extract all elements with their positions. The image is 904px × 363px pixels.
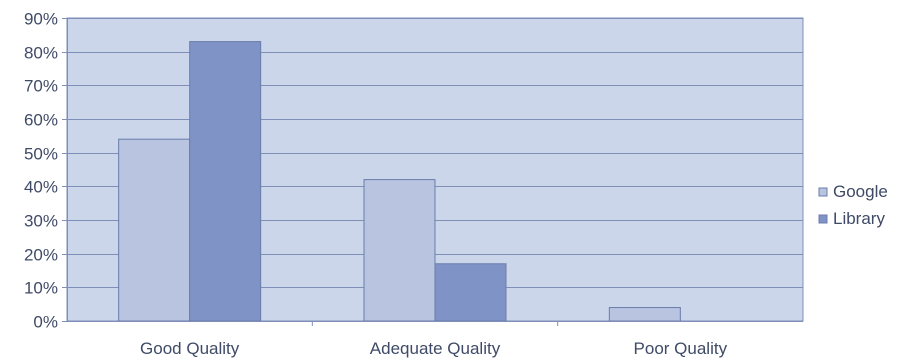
bar-google-1 [363, 179, 436, 322]
legend-label-google: Google [833, 182, 888, 201]
legend: Google Library [815, 178, 904, 234]
y-tick-label: 60% [24, 111, 58, 130]
y-tick-label: 10% [24, 279, 58, 298]
legend-label-library: Library [833, 209, 885, 228]
y-tick-label: 30% [24, 212, 58, 231]
bar-library-1 [434, 263, 507, 322]
y-tick-label: 90% [24, 10, 58, 29]
y-tick-label: 0% [33, 313, 58, 332]
y-tick-label: 70% [24, 77, 58, 96]
legend-box [815, 178, 904, 234]
y-tick-label: 20% [24, 246, 58, 265]
bar-library-0 [189, 41, 262, 322]
y-tick-label: 50% [24, 145, 58, 164]
y-tick-label: 80% [24, 44, 58, 63]
x-tick-label: Good Quality [140, 339, 240, 358]
x-tick-label: Adequate Quality [370, 339, 501, 358]
plot-area: 0% 10% 20% 30% 40% 50% 60% 70% 80% 90% Good Qualit… [24, 10, 804, 358]
legend-swatch-google [818, 187, 828, 197]
bar-google-2 [608, 307, 681, 322]
x-tick-label: Poor Quality [634, 339, 728, 358]
bar-google-0 [118, 138, 191, 322]
legend-swatch-library [818, 214, 828, 224]
y-tick-label: 40% [24, 178, 58, 197]
